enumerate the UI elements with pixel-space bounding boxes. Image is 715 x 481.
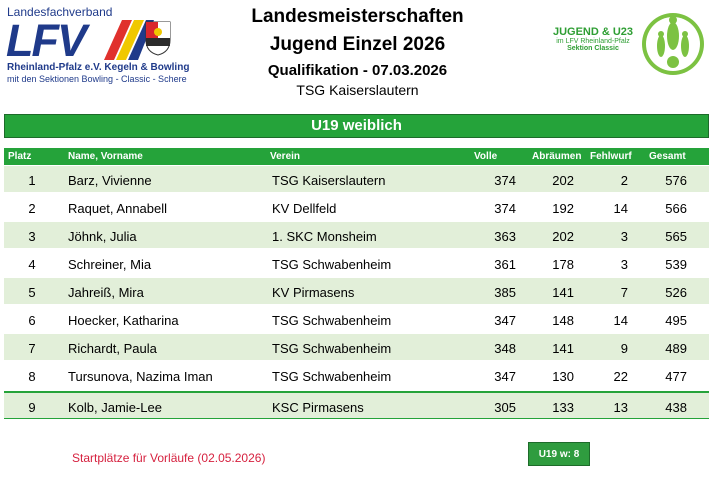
- cell-platz: 3: [28, 229, 36, 244]
- cell-volle: 374: [494, 201, 516, 216]
- cell-platz: 7: [28, 341, 36, 356]
- lfv-logo-sections: mit den Sektionen Bowling - Classic - Sc…: [7, 74, 187, 84]
- cell-gesamt: 566: [665, 201, 687, 216]
- cell-gesamt: 495: [665, 313, 687, 328]
- cell-verein: 1. SKC Monsheim: [272, 229, 377, 244]
- cell-abraeumen: 141: [552, 341, 574, 356]
- table-header: Platz Name, Vorname Verein Volle Abräume…: [4, 148, 709, 165]
- lfv-logo: Landesfachverband LFV Rheinland-Pfalz e.…: [4, 4, 189, 84]
- cell-name: Schreiner, Mia: [68, 257, 152, 272]
- jugend-logo: JUGEND & U23 im LFV Rheinland-Pfalz Sekt…: [540, 4, 710, 84]
- cell-name: Raquet, Annabell: [68, 201, 168, 216]
- column-fehlwurf: Fehlwurf: [590, 151, 632, 162]
- coat-of-arms-icon: [145, 21, 171, 56]
- jugend-logo-section: Sektion Classic: [567, 45, 619, 52]
- column-abraeumen: Abräumen: [532, 151, 582, 162]
- cell-fehlwurf: 13: [613, 400, 628, 415]
- jugend-logo-federation: im LFV Rheinland-Pfalz: [556, 38, 630, 45]
- cell-platz: 6: [28, 313, 36, 328]
- cell-gesamt: 489: [665, 341, 687, 356]
- cell-volle: 361: [494, 257, 516, 272]
- qualification-date: Qualifikation - 07.03.2026: [267, 62, 448, 79]
- cell-volle: 305: [494, 400, 516, 415]
- category-header: U19 weiblich: [4, 114, 709, 138]
- cell-platz: 4: [28, 257, 36, 272]
- cell-platz: 8: [28, 369, 36, 384]
- column-platz: Platz: [8, 151, 32, 162]
- cell-volle: 347: [494, 313, 516, 328]
- cell-verein: KV Dellfeld: [272, 201, 337, 216]
- footer-note: Startplätze für Vorläufe (02.05.2026): [72, 451, 266, 465]
- cell-gesamt: 565: [665, 229, 687, 244]
- jugend-logo-title: JUGEND & U23: [552, 26, 634, 38]
- cell-verein: TSG Schwabenheim: [272, 313, 392, 328]
- table-row: 4 Schreiner, Mia TSG Schwabenheim 361 178 3 53…: [4, 250, 709, 278]
- cell-name: Hoecker, Katharina: [68, 313, 179, 328]
- bowling-pins-icon: [642, 13, 704, 75]
- venue: TSG Kaiserslautern: [296, 82, 419, 98]
- table-row: 8 Tursunova, Nazima Iman TSG Schwabenheim 3…: [4, 362, 709, 390]
- cell-platz: 2: [28, 201, 36, 216]
- cell-abraeumen: 148: [552, 313, 574, 328]
- cell-abraeumen: 192: [552, 201, 574, 216]
- cell-fehlwurf: 2: [620, 173, 628, 188]
- cell-abraeumen: 202: [552, 173, 574, 188]
- cell-volle: 348: [494, 341, 516, 356]
- cell-gesamt: 477: [665, 369, 687, 384]
- cell-verein: TSG Schwabenheim: [272, 369, 392, 384]
- table-row: 1 Barz, Vivienne TSG Kaiserslautern 374 202 2…: [4, 166, 709, 194]
- cell-platz: 1: [28, 173, 36, 188]
- cell-platz: 9: [28, 400, 36, 415]
- column-gesamt: Gesamt: [649, 151, 686, 162]
- cell-fehlwurf: 7: [620, 285, 628, 300]
- cell-fehlwurf: 14: [613, 201, 628, 216]
- table-row: 2 Raquet, Annabell KV Dellfeld 374 192 14 566: [4, 194, 709, 222]
- cell-abraeumen: 141: [552, 285, 574, 300]
- cell-fehlwurf: 3: [620, 257, 628, 272]
- qualifier-count-badge: U19 w: 8: [528, 442, 590, 466]
- page-subtitle: Jugend Einzel 2026: [269, 34, 446, 55]
- cell-name: Kolb, Jamie-Lee: [68, 400, 162, 415]
- cell-fehlwurf: 3: [620, 229, 628, 244]
- cell-name: Richardt, Paula: [68, 341, 157, 356]
- cell-fehlwurf: 22: [613, 369, 628, 384]
- cell-verein: TSG Kaiserslautern: [272, 173, 386, 188]
- table-row: 9 Kolb, Jamie-Lee KSC Pirmasens 305 133 13 438: [4, 391, 709, 419]
- cell-name: Jahreiß, Mira: [68, 285, 144, 300]
- cell-volle: 385: [494, 285, 516, 300]
- lfv-logo-subtitle: Rheinland-Pfalz e.V. Kegeln & Bowling: [7, 62, 190, 73]
- cell-fehlwurf: 9: [620, 341, 628, 356]
- column-name: Name, Vorname: [68, 151, 143, 162]
- cell-gesamt: 438: [665, 400, 687, 415]
- cell-name: Tursunova, Nazima Iman: [68, 369, 213, 384]
- cell-verein: KV Pirmasens: [272, 285, 355, 300]
- cell-verein: TSG Schwabenheim: [272, 341, 392, 356]
- cell-verein: KSC Pirmasens: [272, 400, 364, 415]
- cell-name: Jöhnk, Julia: [68, 229, 137, 244]
- cell-gesamt: 539: [665, 257, 687, 272]
- cell-volle: 347: [494, 369, 516, 384]
- cell-verein: TSG Schwabenheim: [272, 257, 392, 272]
- cell-volle: 363: [494, 229, 516, 244]
- table-row: 3 Jöhnk, Julia 1. SKC Monsheim 363 202 3 565: [4, 222, 709, 250]
- cell-fehlwurf: 14: [613, 313, 628, 328]
- table-row: 7 Richardt, Paula TSG Schwabenheim 348 141 9 4…: [4, 334, 709, 362]
- column-verein: Verein: [270, 151, 301, 162]
- column-volle: Volle: [474, 151, 498, 162]
- cell-abraeumen: 130: [552, 369, 574, 384]
- lfv-logo-top-text: Landesfachverband: [7, 5, 113, 19]
- cell-gesamt: 526: [665, 285, 687, 300]
- cell-volle: 374: [494, 173, 516, 188]
- table-row: 6 Hoecker, Katharina TSG Schwabenheim 347 14…: [4, 306, 709, 334]
- table-row: 5 Jahreiß, Mira KV Pirmasens 385 141 7 526: [4, 278, 709, 306]
- cell-name: Barz, Vivienne: [68, 173, 152, 188]
- page-title: Landesmeisterschaften: [251, 6, 464, 27]
- cell-abraeumen: 178: [552, 257, 574, 272]
- cell-abraeumen: 133: [552, 400, 574, 415]
- cell-gesamt: 576: [665, 173, 687, 188]
- cell-platz: 5: [28, 285, 36, 300]
- lfv-logo-letters: LFV: [6, 15, 87, 66]
- cell-abraeumen: 202: [552, 229, 574, 244]
